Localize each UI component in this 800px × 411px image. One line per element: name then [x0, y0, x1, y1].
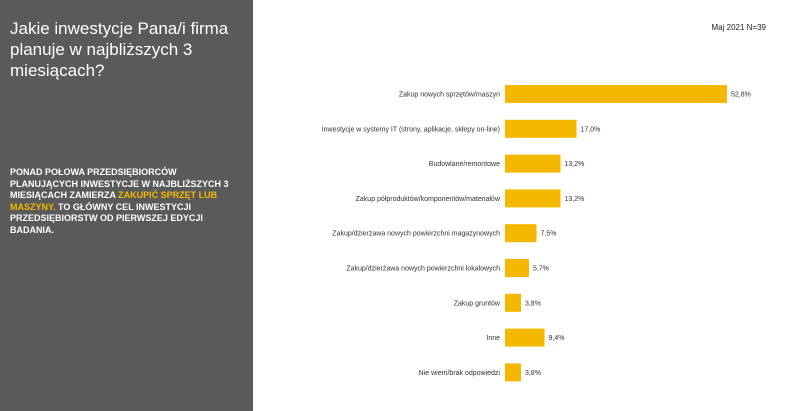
category-label-6: Zakup gruntów: [454, 300, 501, 307]
value-label-2: 13,2%: [565, 161, 585, 168]
category-label-4: Zakup/dzierżawa nowych powierzchni magaz…: [332, 231, 500, 238]
value-label-4: 7,5%: [541, 231, 557, 238]
summary-highlight: ZAKUPIĆ SPRZĘT LUB MASZYNY.: [10, 190, 218, 212]
sample-date-label: Maj 2021 N=39: [711, 23, 766, 32]
category-label-8: Nie wiem/brak odpowiedzi: [419, 370, 501, 377]
value-label-3: 13,2%: [565, 196, 585, 203]
bar-2: [505, 154, 561, 173]
category-label-5: Zakup/dzierżawa nowych powierzchni lokal…: [346, 266, 500, 273]
bar-7: [505, 328, 545, 347]
bar-3: [505, 189, 561, 208]
category-label-7: Inne: [486, 335, 500, 342]
bar-5: [505, 259, 529, 277]
category-label-0: Zakup nowych sprzętów/maszyn: [399, 92, 500, 99]
bar-0: [505, 85, 727, 103]
bar-6: [505, 293, 521, 312]
bar-4: [505, 224, 537, 243]
left-panel: Jakie inwestycje Pana/i firma planuje w …: [0, 0, 253, 411]
value-label-6: 3,8%: [525, 300, 541, 307]
summary-text-part1: PONAD POŁOWA PRZEDSIĘBIORCÓW PLANUJĄCYCH…: [10, 167, 229, 200]
value-label-0: 52,8%: [731, 92, 751, 99]
category-label-1: Inwestycje w systemy IT (strony, aplikac…: [322, 126, 500, 133]
value-label-8: 3,8%: [525, 370, 541, 377]
value-label-7: 9,4%: [549, 335, 565, 342]
category-label-3: Zakup półproduktów/komponentów/materiałó…: [356, 196, 501, 203]
category-label-2: Budowlane/remontowe: [429, 161, 500, 168]
summary-text-part2: TO GŁÓWNY CEL INWESTYCJI PRZEDSIĘBIORSTW…: [10, 201, 203, 235]
bar-chart: Zakup nowych sprzętów/maszyn 52,8% Inwesty…: [322, 85, 751, 382]
summary-text: PONAD POŁOWA PRZEDSIĘBIORCÓW PLANUJĄCYCH…: [10, 167, 246, 236]
bar-8: [505, 363, 521, 382]
slide-title: Jakie inwestycje Pana/i firma planuje w …: [10, 19, 229, 80]
value-label-1: 17,0%: [580, 126, 600, 133]
bar-1: [505, 119, 577, 138]
value-label-5: 5,7%: [533, 266, 549, 273]
